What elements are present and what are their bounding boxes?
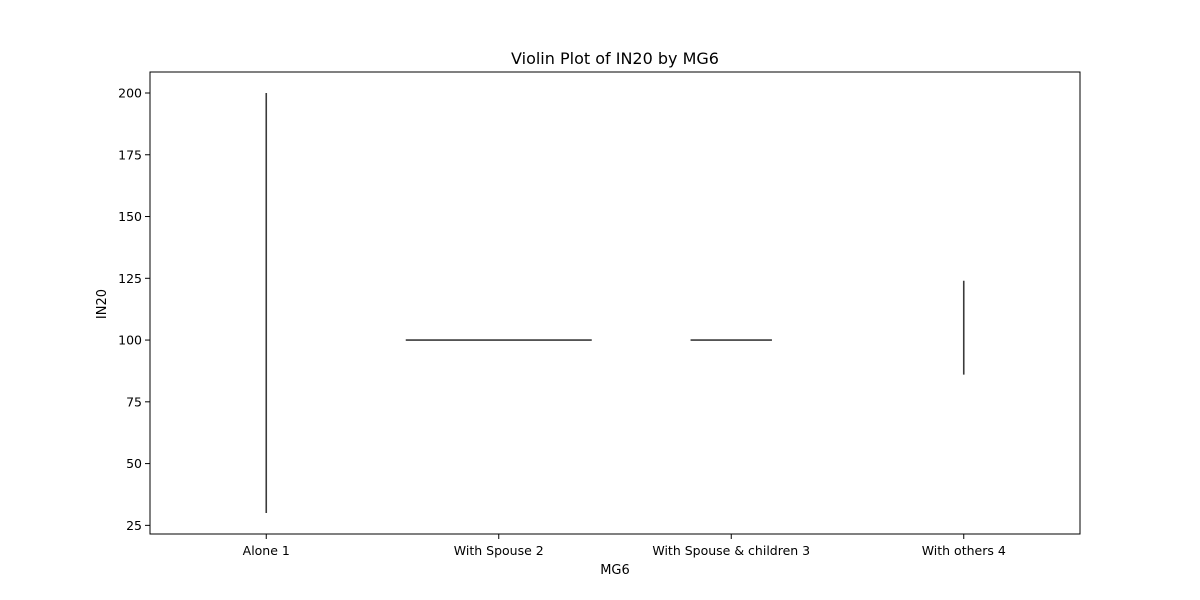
y-tick-label: 200 — [118, 86, 142, 101]
y-tick-label: 100 — [118, 333, 142, 348]
x-tick-label: Alone 1 — [243, 543, 290, 558]
chart-title: Violin Plot of IN20 by MG6 — [511, 49, 719, 68]
x-axis-label: MG6 — [600, 563, 630, 578]
plot-area-frame — [149, 71, 1081, 535]
x-tick-label: With others 4 — [922, 543, 1006, 558]
violin-marks — [265, 93, 965, 513]
y-axis-ticks: 25 50 75 100 125 150 175 200 — [118, 86, 150, 533]
y-tick-label: 125 — [118, 271, 142, 286]
y-tick-label: 25 — [126, 518, 142, 533]
y-tick-label: 175 — [118, 147, 142, 162]
x-axis-ticks: Alone 1 With Spouse 2 With Spouse & childr… — [243, 534, 1006, 558]
x-tick-label: With Spouse 2 — [454, 543, 544, 558]
y-tick-label: 75 — [126, 394, 142, 409]
y-tick-label: 150 — [118, 209, 142, 224]
x-tick-label: With Spouse & children 3 — [652, 543, 810, 558]
y-tick-label: 50 — [126, 456, 142, 471]
y-axis-label: IN20 — [95, 289, 110, 319]
